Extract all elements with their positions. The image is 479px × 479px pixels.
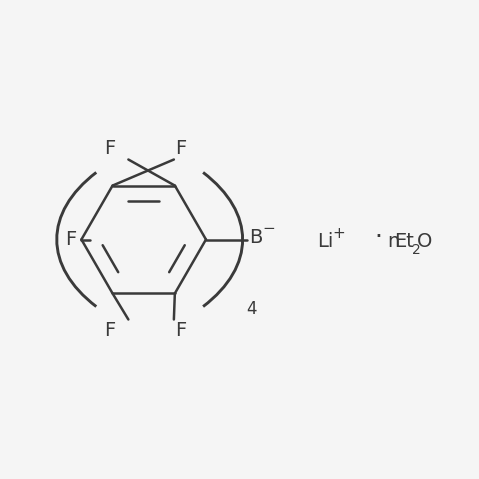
Text: F: F [175, 139, 187, 158]
Text: +: + [333, 226, 345, 241]
Text: 2: 2 [412, 243, 421, 257]
Text: F: F [65, 230, 77, 249]
Text: F: F [175, 321, 187, 340]
Text: O: O [417, 232, 432, 251]
Text: F: F [104, 139, 116, 158]
Text: ·: · [375, 225, 382, 249]
Text: 4: 4 [247, 300, 257, 318]
Text: n: n [387, 232, 399, 251]
Text: B: B [250, 228, 263, 247]
Text: −: − [263, 221, 275, 237]
Text: Et: Et [394, 232, 414, 251]
Text: Li: Li [318, 232, 334, 251]
Text: F: F [104, 321, 116, 340]
